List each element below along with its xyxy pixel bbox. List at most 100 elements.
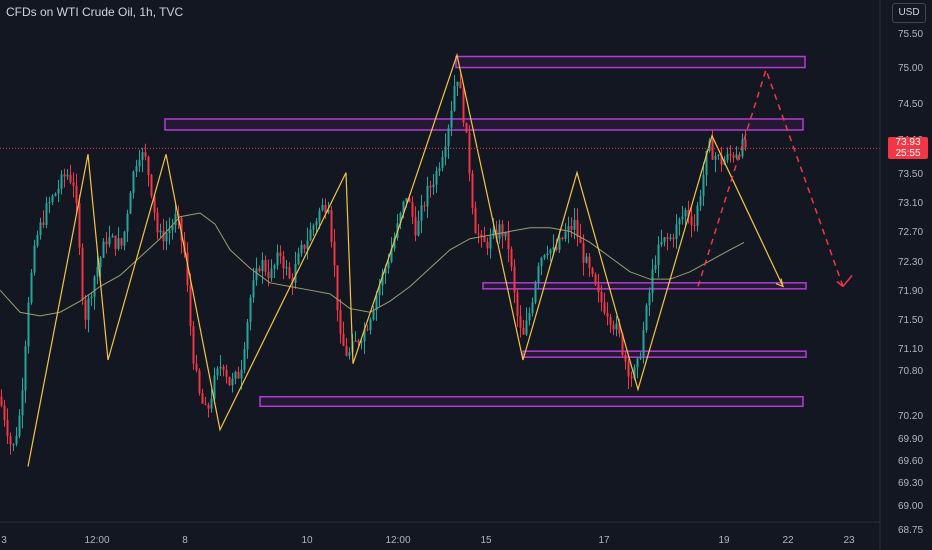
- candle-body: [729, 154, 732, 156]
- y-tick-label: 71.10: [898, 344, 923, 355]
- candle-body: [414, 216, 417, 236]
- candle-body: [363, 329, 366, 342]
- candle-body: [462, 88, 465, 123]
- candle-body: [447, 127, 450, 147]
- candle-body: [204, 403, 207, 405]
- candle-body: [18, 415, 21, 436]
- candle-body: [171, 225, 174, 231]
- candle-body: [705, 150, 708, 175]
- candle-body: [453, 86, 456, 111]
- candle-body: [528, 313, 531, 321]
- candle-body: [699, 196, 702, 206]
- candle-body: [327, 210, 330, 213]
- candle-body: [78, 203, 81, 248]
- candle-body: [288, 267, 291, 279]
- candle-body: [600, 291, 603, 303]
- candle-body: [609, 316, 612, 325]
- chart-title: CFDs on WTI Crude Oil, 1h, TVC: [6, 5, 184, 19]
- candle-body: [81, 247, 84, 301]
- candle-body: [261, 260, 264, 272]
- candle-body: [264, 260, 267, 272]
- candle-body: [519, 316, 522, 328]
- candle-body: [420, 205, 423, 221]
- candle-body: [471, 173, 474, 209]
- currency-button[interactable]: USD: [892, 3, 926, 23]
- candle-body: [507, 231, 510, 250]
- candle-body: [375, 295, 378, 311]
- candle-body: [642, 330, 645, 358]
- x-axis-ticks: 3 12:00 8 10 12:00 15 17 19 22 23: [1, 535, 855, 546]
- candle-body: [267, 271, 270, 279]
- candle-body: [258, 268, 261, 272]
- candle-body: [579, 236, 582, 243]
- candle-body: [270, 268, 273, 279]
- candle-body: [606, 312, 609, 317]
- candle-body: [429, 185, 432, 188]
- candle-body: [459, 81, 462, 89]
- candle-body: [585, 256, 588, 263]
- candle-body: [12, 444, 15, 446]
- candle-body: [690, 216, 693, 226]
- candle-body: [390, 248, 393, 262]
- candle-body: [498, 224, 501, 239]
- candle-body: [570, 225, 573, 230]
- x-tick-label: 23: [843, 535, 855, 546]
- candle-body: [432, 184, 435, 188]
- candle-body: [108, 237, 111, 245]
- candle-body: [6, 420, 9, 437]
- candle-body: [285, 267, 288, 269]
- candle-body: [444, 146, 447, 158]
- candle-body: [501, 224, 504, 237]
- candle-body: [384, 267, 387, 274]
- candle-body: [675, 224, 678, 240]
- candle-body: [21, 390, 24, 416]
- candle-body: [450, 110, 453, 128]
- x-tick-label: 8: [182, 535, 188, 546]
- candle-body: [237, 371, 240, 379]
- candle-body: [201, 392, 204, 404]
- candle-body: [186, 252, 189, 286]
- candle-body: [99, 257, 102, 268]
- candle-body: [720, 155, 723, 165]
- candle-body: [105, 241, 108, 245]
- candle-body: [345, 345, 348, 356]
- candle-body: [198, 370, 201, 393]
- y-tick-label: 75.00: [898, 63, 923, 74]
- candle-body: [51, 195, 54, 203]
- candle-body: [189, 285, 192, 326]
- candle-body: [693, 225, 696, 227]
- candle-body: [636, 358, 639, 368]
- candle-body: [621, 333, 624, 356]
- candle-body: [63, 174, 66, 177]
- candle-body: [681, 216, 684, 220]
- candle-body: [255, 268, 258, 281]
- candle-body: [324, 204, 327, 213]
- candle-body: [687, 210, 690, 217]
- candle-body: [678, 219, 681, 225]
- candle-body: [300, 244, 303, 254]
- candle-body: [441, 157, 444, 169]
- x-tick-label: 15: [480, 535, 492, 546]
- projection-arrowhead: [842, 275, 853, 287]
- candle-body: [423, 205, 426, 207]
- candle-body: [60, 174, 63, 189]
- candle-body: [30, 272, 33, 303]
- candle-body: [306, 240, 309, 249]
- y-tick-label: 73.10: [898, 198, 923, 209]
- candle-body: [582, 242, 585, 263]
- candle-body: [246, 322, 249, 350]
- candle-body: [195, 363, 198, 371]
- candle-body: [117, 238, 120, 249]
- candle-body: [336, 265, 339, 311]
- candle-body: [615, 323, 618, 330]
- candle-body: [252, 280, 255, 298]
- x-tick-label: 19: [718, 535, 730, 546]
- candle-body: [33, 245, 36, 273]
- candle-body: [354, 340, 357, 342]
- candle-body: [240, 369, 243, 379]
- candle-body: [702, 174, 705, 197]
- candle-body: [660, 241, 663, 245]
- candle-body: [66, 174, 69, 177]
- candle-body: [618, 323, 621, 334]
